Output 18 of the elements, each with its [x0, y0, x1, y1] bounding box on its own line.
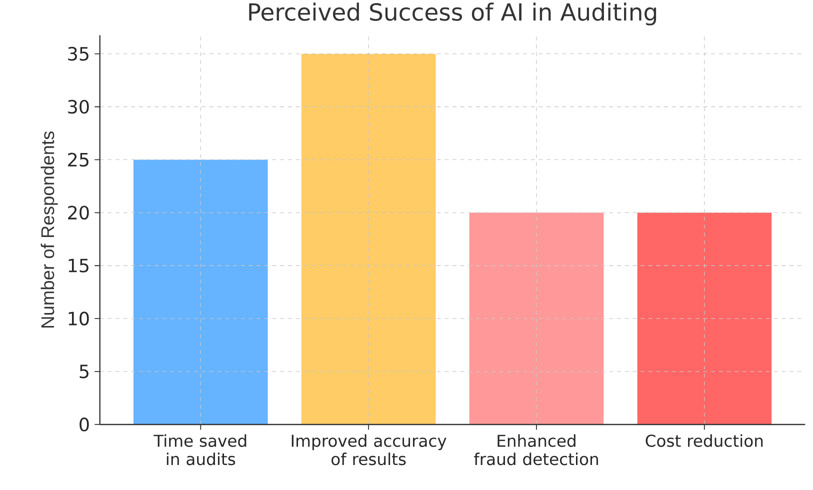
y-tick-label: 35	[68, 46, 88, 61]
bar	[133, 160, 268, 425]
chart-title: Perceived Success of AI in Auditing	[249, 2, 656, 26]
bar	[301, 54, 436, 425]
y-tick-label: 25	[68, 152, 88, 167]
y-tick-label: 20	[68, 206, 89, 220]
x-tick-label: Enhanced fraud detection	[474, 434, 598, 466]
y-tick-label: 5	[80, 364, 88, 378]
x-tick-label: Improved accuracy of results	[292, 434, 446, 466]
y-tick-label: 0	[80, 418, 89, 432]
y-axis-title: Number of Respondents	[40, 132, 58, 328]
bar	[637, 212, 772, 425]
x-tick-label: Time saved in audits	[154, 434, 246, 466]
y-tick-label: 30	[68, 100, 89, 114]
x-tick-label: Cost reduction	[646, 434, 763, 448]
bar	[469, 212, 604, 425]
y-tick-label: 15	[68, 258, 88, 273]
y-tick-label: 10	[68, 312, 89, 326]
